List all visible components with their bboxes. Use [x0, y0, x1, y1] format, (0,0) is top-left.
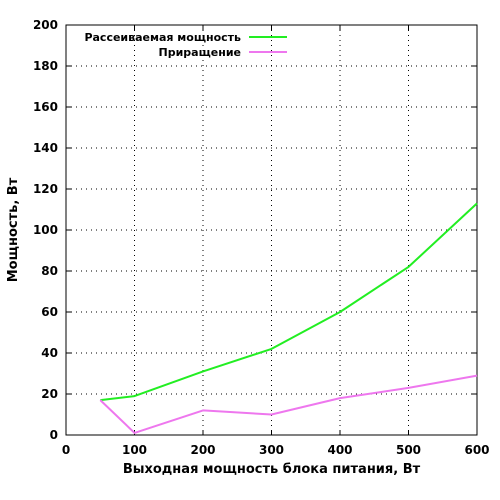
axis-ticks: 0 20 40 60 80 100 120 140 160 180 200 0 100 200 300 400… [33, 18, 490, 457]
y-tick-label: 80 [41, 264, 58, 278]
y-tick-label: 20 [41, 387, 58, 401]
x-tick-label: 100 [122, 443, 147, 457]
x-tick-label: 600 [464, 443, 489, 457]
series-line-2 [99, 374, 478, 434]
y-tick-label: 100 [33, 223, 58, 237]
y-tick-label: 120 [33, 182, 58, 196]
grid [66, 25, 477, 435]
y-axis-title: Мощность, Вт [6, 177, 21, 282]
legend-label: Рассеиваемая мощность [84, 31, 241, 44]
x-axis-title: Выходная мощность блока питания, Вт [123, 462, 421, 477]
legend-label: Приращение [159, 46, 241, 59]
y-tick-label: 160 [33, 100, 58, 114]
y-tick-label: 0 [50, 428, 58, 442]
x-tick-label: 500 [396, 443, 421, 457]
y-tick-label: 140 [33, 141, 58, 155]
series-lines [99, 202, 478, 434]
y-tick-label: 180 [33, 59, 58, 73]
series-line-1 [100, 202, 478, 402]
y-tick-label: 40 [41, 346, 58, 360]
y-tick-label: 200 [33, 18, 58, 32]
x-tick-label: 200 [190, 443, 215, 457]
x-tick-label: 400 [327, 443, 352, 457]
legend: Рассеиваемая мощность Приращение [84, 31, 287, 59]
x-tick-label: 300 [259, 443, 284, 457]
y-tick-label: 60 [41, 305, 58, 319]
x-tick-label: 0 [62, 443, 70, 457]
